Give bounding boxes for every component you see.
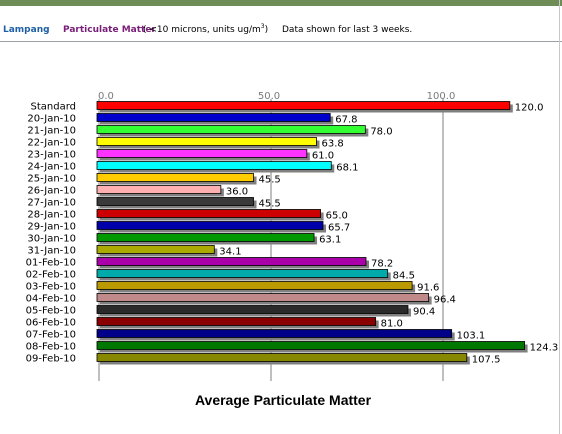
bar (96, 341, 525, 350)
bar (96, 101, 511, 110)
value-label: 65.0 (326, 211, 348, 222)
bar (96, 185, 222, 194)
bar (96, 305, 409, 314)
value-label: 63.1 (319, 235, 341, 246)
bar (96, 137, 317, 146)
bar (96, 329, 453, 338)
value-label: 78.0 (370, 127, 392, 138)
frame-edge (559, 0, 560, 434)
category-label: 20-Jan-10 (27, 114, 76, 125)
category-label: 08-Feb-10 (26, 342, 76, 353)
category-label: 25-Jan-10 (27, 174, 76, 185)
category-label: 24-Jan-10 (27, 162, 76, 173)
value-label: 103.1 (457, 331, 486, 342)
category-label: 22-Jan-10 (27, 138, 76, 149)
x-tick-label: 50.0 (258, 91, 280, 102)
bar (96, 113, 331, 122)
category-label: 03-Feb-10 (26, 282, 76, 293)
bar (96, 293, 430, 302)
category-label: 05-Feb-10 (26, 306, 76, 317)
category-label: 04-Feb-10 (26, 294, 76, 305)
station-name: Lampang (3, 25, 50, 35)
value-label: 34.1 (219, 247, 241, 258)
bar (96, 149, 308, 158)
pollutant-name: Particulate Matter (63, 25, 156, 35)
value-label: 68.1 (336, 163, 358, 174)
header-divider (0, 41, 562, 42)
value-label: 90.4 (413, 307, 435, 318)
category-label: 09-Feb-10 (26, 354, 76, 365)
chart-title: Average Particulate Matter (194, 392, 372, 408)
category-label: 30-Jan-10 (27, 234, 76, 245)
value-label: 107.5 (472, 355, 501, 366)
value-label: 84.5 (393, 271, 415, 282)
station-separator: : (45, 25, 49, 35)
bar (96, 221, 324, 230)
category-label: 26-Jan-10 (27, 186, 76, 197)
value-label: 120.0 (515, 103, 544, 114)
value-label: 65.7 (328, 223, 350, 234)
category-label: Standard (31, 102, 77, 113)
value-label: 63.8 (321, 139, 343, 150)
value-label: 124.3 (530, 343, 559, 354)
bar (96, 317, 377, 326)
value-label: 67.8 (335, 115, 357, 126)
category-label: 31-Jan-10 (27, 246, 76, 257)
units-suffix: ) (264, 25, 269, 35)
x-tick-label: 100.0 (427, 91, 456, 102)
units-prefix: ( <10 microns, units ug/m (143, 25, 261, 35)
bar (96, 125, 366, 134)
header-bar (0, 0, 562, 6)
bar (96, 233, 315, 242)
bar (96, 197, 254, 206)
range-note: Data shown for last 3 weeks. (282, 25, 413, 35)
value-label: 91.6 (417, 283, 439, 294)
category-label: 29-Jan-10 (27, 222, 76, 233)
category-label: 28-Jan-10 (27, 210, 76, 221)
value-label: 61.0 (312, 151, 334, 162)
value-label: 96.4 (434, 295, 456, 306)
bar (96, 257, 367, 266)
chart-header: Lampang : Particulate Matter ( <10 micro… (0, 22, 562, 38)
category-label: 23-Jan-10 (27, 150, 76, 161)
category-label: 07-Feb-10 (26, 330, 76, 341)
x-tick-label: 0.0 (98, 91, 114, 102)
bar (96, 245, 215, 254)
category-label: 21-Jan-10 (27, 126, 76, 137)
value-label: 45.5 (259, 175, 281, 186)
bar (96, 281, 413, 290)
category-label: 06-Feb-10 (26, 318, 76, 329)
value-label: 78.2 (371, 259, 393, 270)
bar (96, 209, 322, 218)
value-label: 81.0 (381, 319, 403, 330)
value-label: 45.5 (259, 199, 281, 210)
units-exponent: 3 (260, 23, 265, 30)
bar (96, 161, 332, 170)
value-label: 36.0 (226, 187, 248, 198)
category-label: 01-Feb-10 (26, 258, 76, 269)
bar (96, 353, 468, 362)
bar (96, 173, 254, 182)
bar (96, 269, 389, 278)
units-note: ( <10 microns, units ug/m3) (143, 22, 268, 38)
category-label: 02-Feb-10 (26, 270, 76, 281)
category-label: 27-Jan-10 (27, 198, 76, 209)
